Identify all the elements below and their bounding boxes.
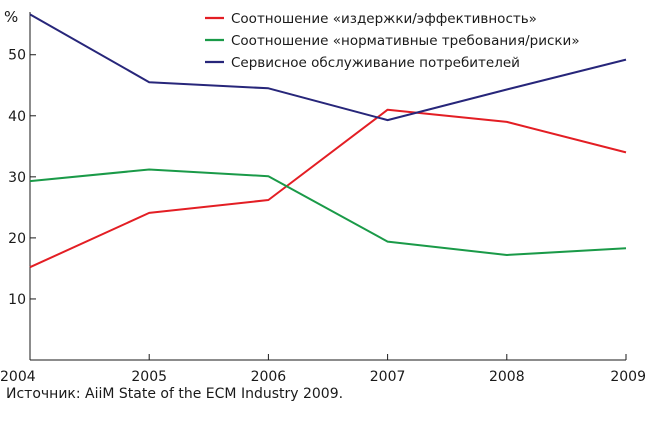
- series-lines: [29, 13, 627, 269]
- source-note: Источник: AiiM State of the ECM Industry…: [6, 386, 344, 402]
- legend-label-2: Соотношение «нормативные требования/риск…: [231, 33, 580, 49]
- y-tick-label: 20: [8, 231, 26, 247]
- y-axis-ticks: 10 20 30 40 50%: [4, 8, 36, 308]
- x-axis-ticks: 2004 2005 2006 2007 2008 2009: [0, 354, 646, 385]
- x-tick-label: 2007: [370, 369, 406, 385]
- y-tick-label: 30: [8, 170, 26, 186]
- series-line-2: [29, 168, 627, 256]
- x-tick-label: 2005: [131, 369, 167, 385]
- legend-label-3: Сервисное обслуживание потребителей: [231, 55, 520, 71]
- y-tick-label: 50: [8, 48, 26, 64]
- legend: Соотношение «издержки/эффективность» Соот…: [205, 11, 580, 71]
- y-axis-unit: %: [4, 8, 18, 26]
- x-tick-label: 2009: [610, 369, 646, 385]
- series-line-1: [29, 108, 627, 269]
- x-tick-label: 2004: [0, 369, 36, 385]
- axes: [29, 12, 626, 361]
- series-line-3: [29, 13, 627, 122]
- legend-label-1: Соотношение «издержки/эффективность»: [231, 11, 537, 27]
- line-chart: 10 20 30 40 50% 2004 2005 2006 2007 2008 2009 Соо…: [0, 8, 646, 385]
- x-tick-label: 2006: [251, 369, 287, 385]
- y-tick-label: 40: [8, 109, 26, 125]
- x-tick-label: 2008: [489, 369, 525, 385]
- y-tick-label: 10: [8, 292, 26, 308]
